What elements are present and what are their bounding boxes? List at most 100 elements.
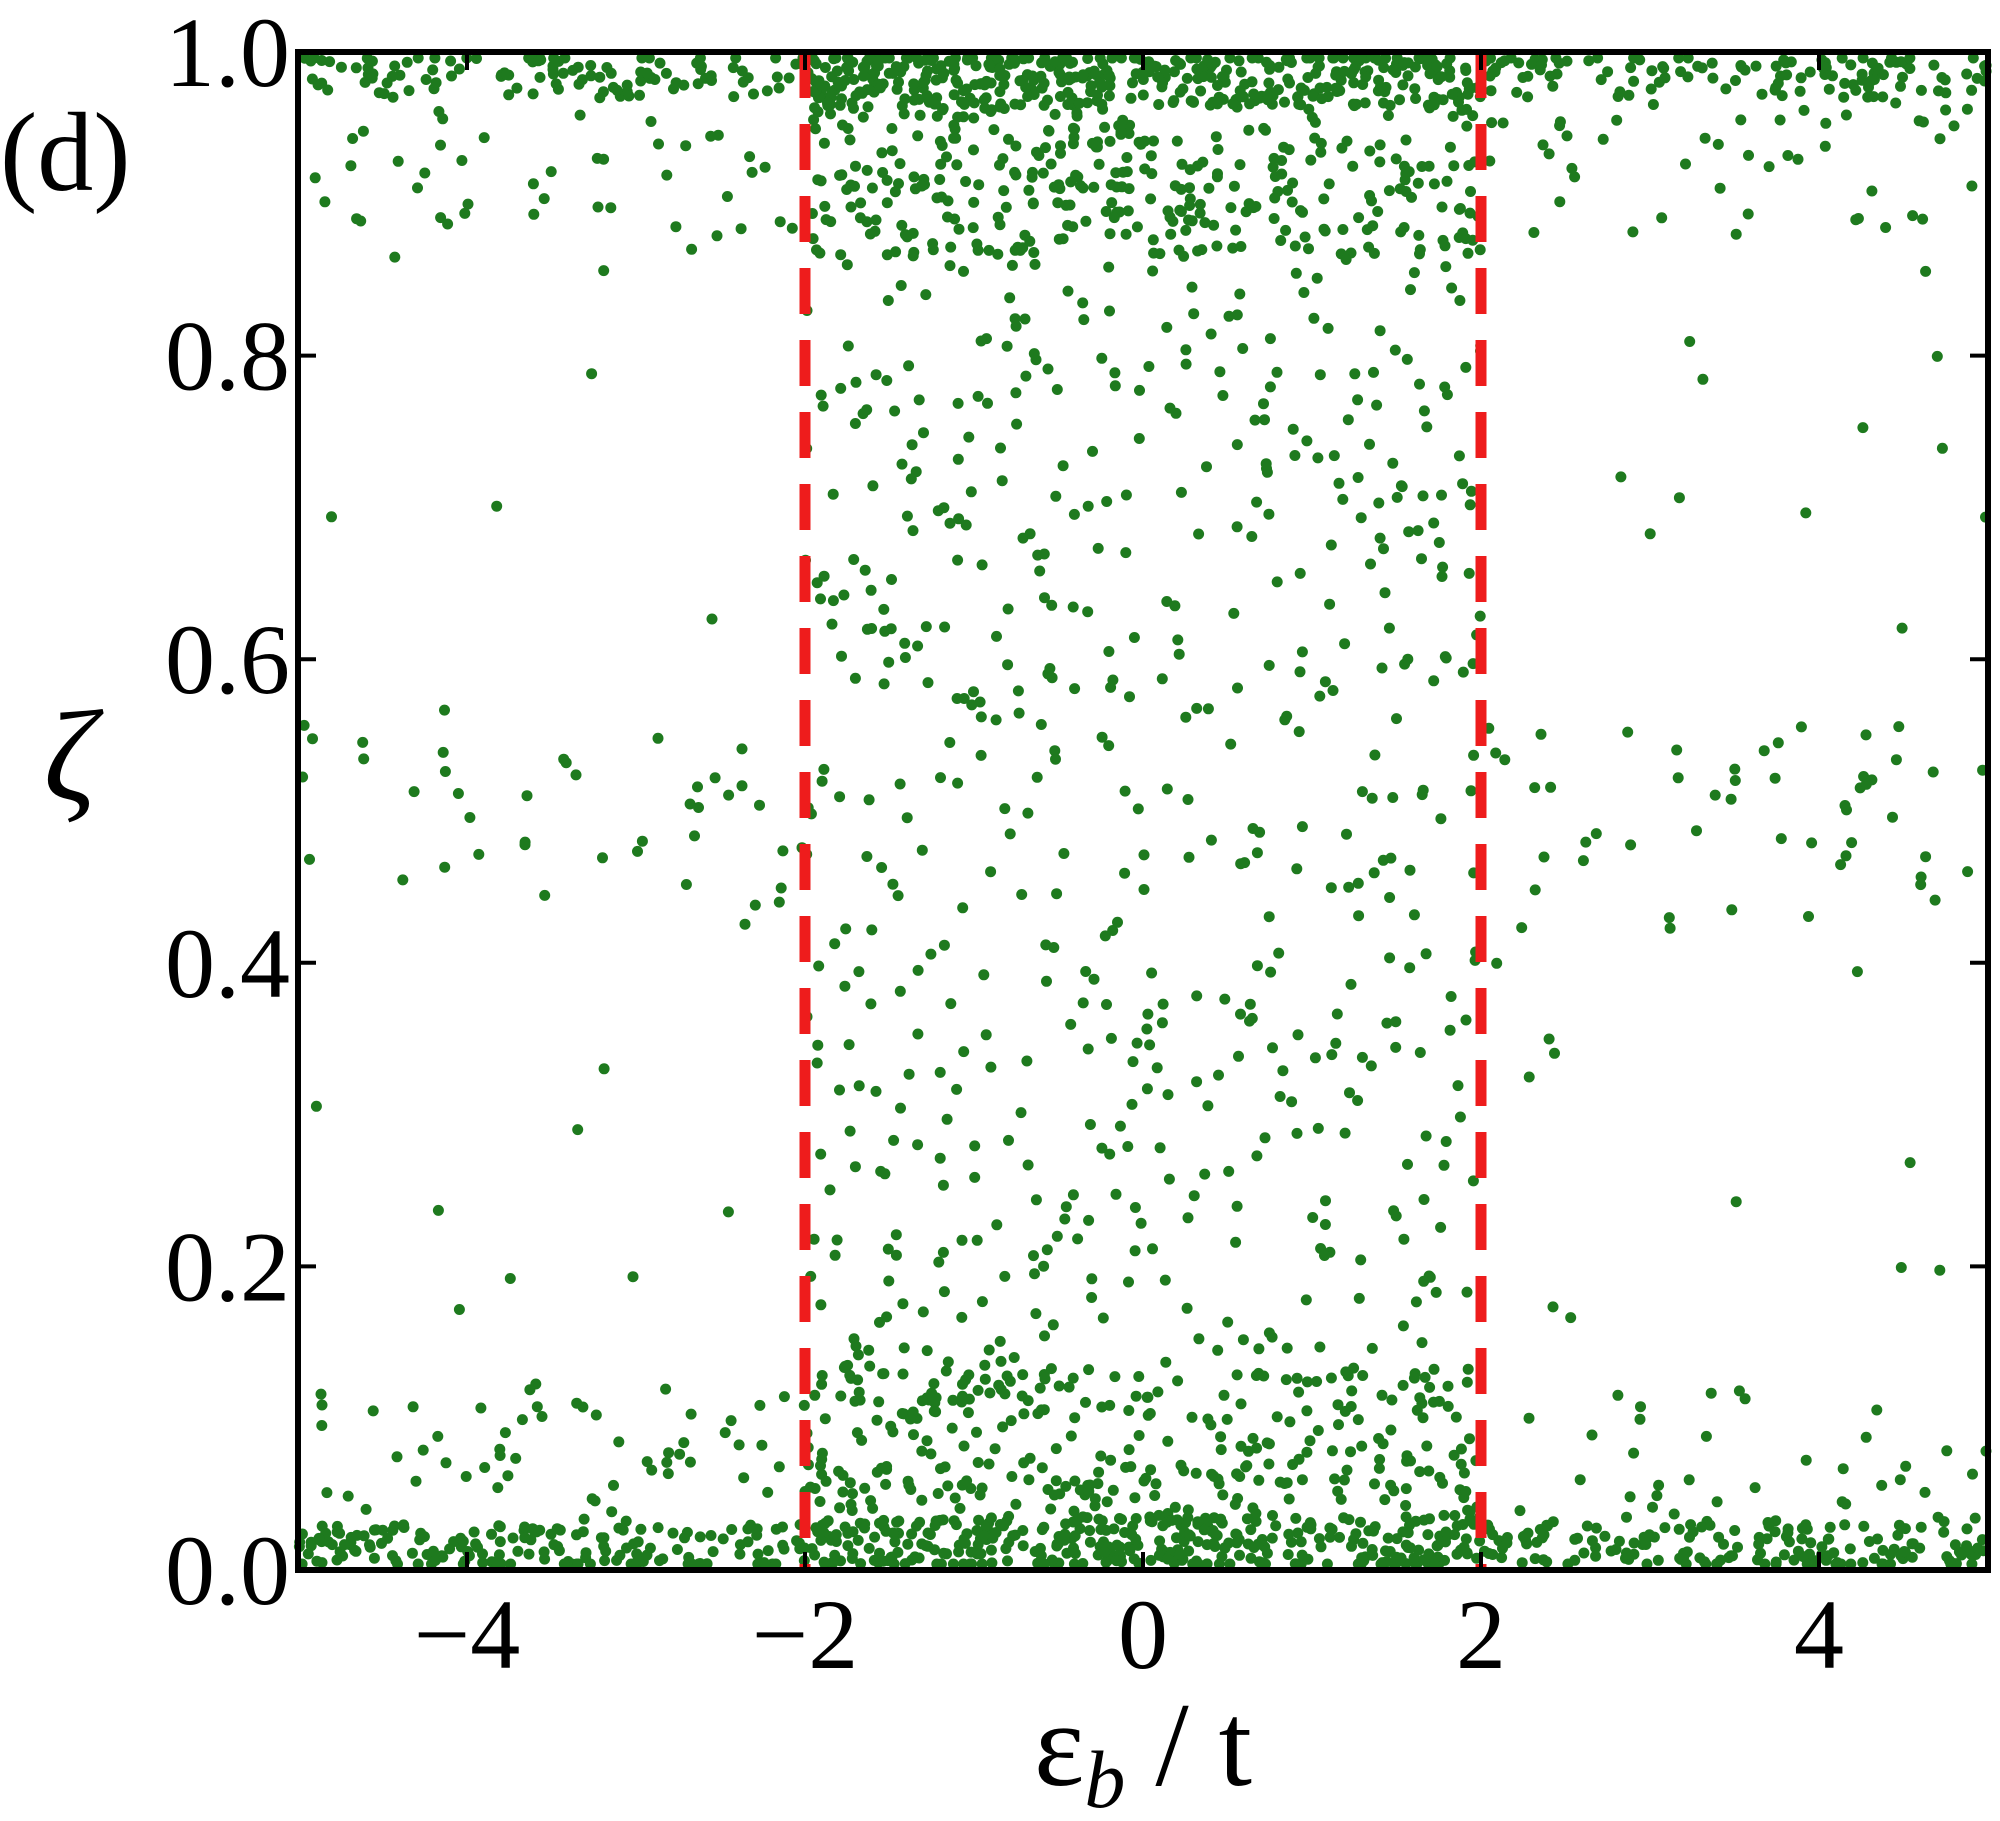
data-point: [1691, 825, 1702, 837]
data-point: [853, 1080, 865, 1092]
data-point: [1022, 807, 1034, 819]
data-point: [969, 79, 981, 91]
data-point: [1061, 1547, 1073, 1559]
data-point: [1513, 57, 1525, 69]
data-point: [929, 1520, 941, 1531]
data-point: [1581, 1520, 1593, 1532]
data-point: [1234, 1549, 1245, 1561]
data-point: [1302, 72, 1314, 83]
data-point: [1245, 1552, 1257, 1564]
data-point: [908, 171, 920, 183]
data-point: [1739, 1393, 1751, 1405]
data-point: [1615, 471, 1627, 483]
data-point: [1193, 1333, 1205, 1345]
data-point: [1194, 207, 1206, 219]
data-point: [1319, 1250, 1330, 1261]
data-point: [773, 896, 785, 908]
data-point: [1340, 254, 1352, 265]
data-point: [1263, 77, 1275, 89]
data-point: [1365, 1060, 1377, 1072]
data-point: [942, 1356, 954, 1368]
data-point: [1213, 1069, 1224, 1081]
data-point: [862, 101, 874, 113]
data-point: [1590, 828, 1602, 840]
data-point: [1251, 496, 1263, 508]
data-point: [815, 1148, 827, 1160]
data-point: [351, 1529, 363, 1541]
data-point: [1413, 1544, 1425, 1556]
data-point: [870, 214, 882, 226]
data-point: [1395, 480, 1407, 492]
data-point: [1077, 1511, 1089, 1523]
data-point: [510, 1452, 522, 1464]
data-point: [684, 1456, 696, 1468]
data-point: [972, 1384, 984, 1396]
data-point: [1296, 646, 1308, 658]
data-point: [1474, 1535, 1486, 1547]
data-point: [834, 1084, 845, 1096]
data-point: [1139, 135, 1151, 147]
data-point: [1258, 122, 1270, 134]
data-point: [1040, 939, 1052, 951]
data-point: [1966, 1558, 1978, 1570]
data-point: [1772, 737, 1784, 749]
data-point: [1445, 991, 1457, 1002]
data-point: [1156, 1017, 1168, 1029]
data-point: [305, 1540, 317, 1552]
data-point: [976, 559, 988, 571]
data-point: [1332, 1485, 1344, 1497]
data-point: [1133, 1430, 1145, 1441]
data-point: [1516, 1557, 1528, 1569]
data-point: [376, 1537, 387, 1549]
data-point: [953, 513, 965, 525]
data-point: [1284, 1416, 1296, 1428]
data-point: [572, 1558, 584, 1570]
data-point: [958, 693, 970, 704]
data-point: [1224, 1558, 1236, 1570]
data-point: [692, 78, 704, 90]
data-point: [1190, 52, 1202, 64]
data-point: [1180, 344, 1192, 356]
data-point: [1876, 1479, 1888, 1491]
data-point: [1372, 85, 1384, 97]
data-point: [1382, 110, 1394, 121]
data-point: [870, 1085, 882, 1097]
data-point: [723, 789, 735, 801]
data-point: [1002, 603, 1014, 615]
data-point: [1247, 823, 1259, 834]
data-point: [978, 1530, 990, 1542]
data-point: [1711, 1558, 1723, 1570]
data-point: [1023, 184, 1035, 196]
data-point: [1022, 1395, 1034, 1407]
data-point: [1380, 1545, 1391, 1557]
data-point: [1161, 321, 1173, 333]
data-point: [1148, 135, 1159, 147]
data-point: [628, 1538, 640, 1550]
data-point: [1707, 72, 1719, 84]
data-point: [848, 74, 860, 85]
data-point: [1444, 52, 1456, 64]
data-point: [1357, 1537, 1369, 1549]
data-point: [1893, 721, 1905, 733]
data-point: [1154, 1142, 1166, 1154]
data-point: [873, 55, 884, 67]
data-point: [1301, 1446, 1313, 1458]
data-point: [1348, 64, 1360, 76]
data-point: [1312, 1122, 1324, 1134]
data-point: [1400, 168, 1412, 180]
data-point: [938, 1286, 950, 1298]
y-tick-label: 1.0: [165, 0, 290, 108]
data-point: [1071, 107, 1083, 119]
data-point: [1114, 1120, 1126, 1132]
data-point: [357, 125, 369, 137]
data-point: [1350, 1528, 1362, 1540]
data-point: [901, 510, 913, 522]
data-point: [985, 1544, 997, 1556]
data-point: [912, 130, 924, 142]
data-point: [896, 219, 908, 231]
data-point: [886, 574, 897, 585]
data-point: [654, 57, 666, 69]
data-point: [357, 736, 369, 748]
data-point: [1202, 54, 1214, 66]
data-point: [1104, 228, 1116, 240]
